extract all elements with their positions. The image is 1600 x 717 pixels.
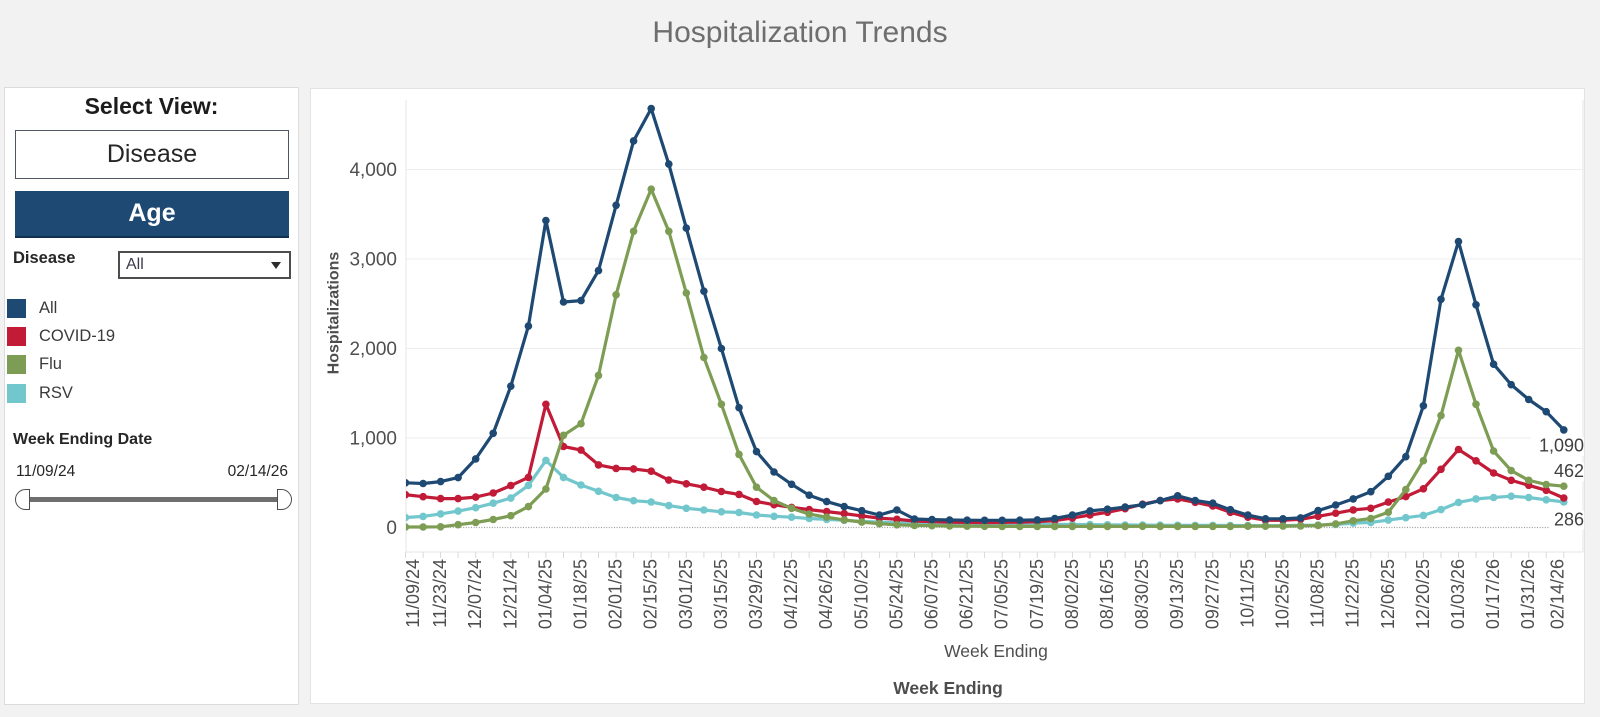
svg-text:12/21/24: 12/21/24 <box>500 559 520 629</box>
svg-text:05/24/25: 05/24/25 <box>886 559 906 629</box>
svg-text:286: 286 <box>1554 509 1584 529</box>
svg-text:09/27/25: 09/27/25 <box>1202 559 1222 629</box>
svg-text:2,000: 2,000 <box>349 339 397 360</box>
svg-text:07/05/25: 07/05/25 <box>992 559 1012 629</box>
svg-text:03/01/25: 03/01/25 <box>676 559 696 629</box>
svg-text:462: 462 <box>1554 461 1584 481</box>
svg-text:1,000: 1,000 <box>349 429 397 450</box>
svg-text:03/15/25: 03/15/25 <box>711 559 731 629</box>
svg-text:01/17/26: 01/17/26 <box>1483 559 1503 629</box>
svg-text:02/15/25: 02/15/25 <box>641 559 661 629</box>
svg-text:07/19/25: 07/19/25 <box>1027 559 1047 629</box>
svg-text:06/21/25: 06/21/25 <box>957 559 977 629</box>
svg-text:02/14/26: 02/14/26 <box>1547 559 1567 629</box>
svg-text:11/23/24: 11/23/24 <box>430 559 450 628</box>
svg-text:12/07/24: 12/07/24 <box>465 559 485 629</box>
svg-text:05/10/25: 05/10/25 <box>851 559 871 629</box>
svg-text:08/16/25: 08/16/25 <box>1097 559 1117 629</box>
svg-text:03/29/25: 03/29/25 <box>746 559 766 629</box>
svg-text:Week Ending: Week Ending <box>944 641 1048 661</box>
svg-text:08/30/25: 08/30/25 <box>1132 559 1152 629</box>
svg-text:04/26/25: 04/26/25 <box>816 559 836 629</box>
svg-text:0: 0 <box>386 518 397 539</box>
svg-text:3,000: 3,000 <box>349 250 397 271</box>
svg-text:10/11/25: 10/11/25 <box>1237 559 1257 628</box>
svg-text:12/06/25: 12/06/25 <box>1378 559 1398 629</box>
svg-text:Hospitalizations: Hospitalizations <box>326 252 343 375</box>
svg-text:12/20/25: 12/20/25 <box>1413 559 1433 629</box>
svg-text:01/03/26: 01/03/26 <box>1448 559 1468 629</box>
svg-text:01/18/25: 01/18/25 <box>571 559 591 629</box>
svg-text:04/12/25: 04/12/25 <box>781 559 801 629</box>
svg-text:Week Ending: Week Ending <box>893 678 1003 698</box>
svg-text:01/31/26: 01/31/26 <box>1518 559 1538 629</box>
svg-text:11/22/25: 11/22/25 <box>1343 559 1363 628</box>
svg-text:10/25/25: 10/25/25 <box>1273 559 1293 629</box>
svg-text:11/09/24: 11/09/24 <box>403 559 423 628</box>
svg-text:11/08/25: 11/08/25 <box>1308 559 1328 628</box>
svg-text:01/04/25: 01/04/25 <box>535 559 555 629</box>
svg-text:4,000: 4,000 <box>349 160 397 181</box>
svg-text:1,090: 1,090 <box>1539 436 1584 456</box>
svg-text:09/13/25: 09/13/25 <box>1167 559 1187 629</box>
svg-text:02/01/25: 02/01/25 <box>606 559 626 629</box>
svg-text:08/02/25: 08/02/25 <box>1062 559 1082 629</box>
svg-text:06/07/25: 06/07/25 <box>922 559 942 629</box>
